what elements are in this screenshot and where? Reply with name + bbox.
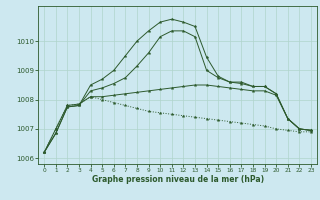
X-axis label: Graphe pression niveau de la mer (hPa): Graphe pression niveau de la mer (hPa) [92, 175, 264, 184]
